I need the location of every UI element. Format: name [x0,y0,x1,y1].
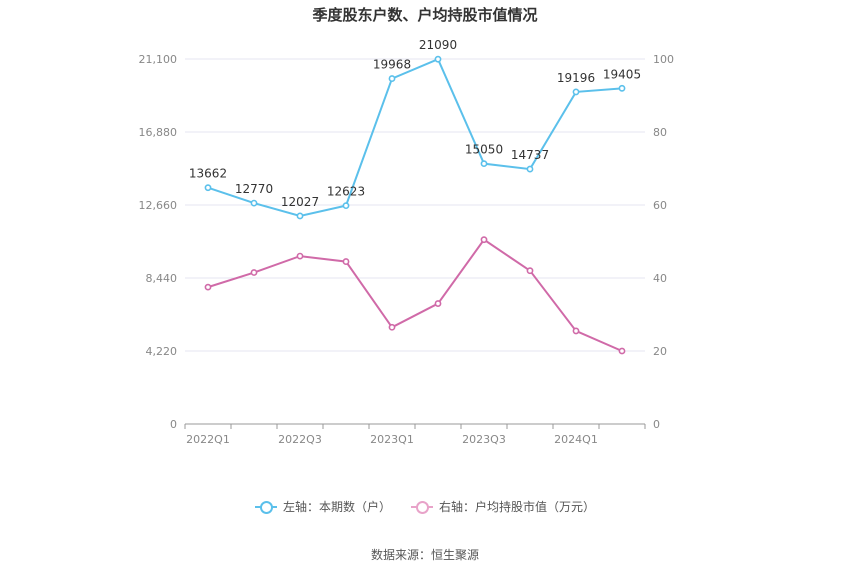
chart-title: 季度股东户数、户均持股市值情况 [312,6,538,24]
series-point-1 [434,300,442,307]
series-point-1 [296,252,304,260]
data-label: 19196 [557,71,595,85]
right-axis-tick-label: 20 [653,345,667,358]
legend-swatch-avg-value [411,500,433,514]
series-line-1 [207,238,623,352]
data-label: 19405 [603,67,641,81]
data-label: 14737 [511,148,549,162]
data-label: 12027 [281,195,319,209]
legend-item-avg-value[interactable]: 右轴：户均持股市值（万元） [411,498,595,515]
right-axis-tick-label: 0 [653,418,660,431]
series-point-0 [434,55,442,63]
series-point-1 [250,269,258,276]
data-label: 13662 [189,167,227,181]
left-axis-tick-label: 21,100 [139,53,178,66]
data-label: 12770 [235,182,273,196]
data-label: 12623 [327,185,365,199]
series-point-1 [572,327,580,335]
left-axis-tick-label: 0 [170,418,177,431]
data-source: 数据来源：恒生聚源 [370,548,479,562]
series-point-0 [618,84,626,92]
series-point-0 [342,202,350,210]
series-point-0 [480,160,488,168]
legend-swatch-households [254,500,277,514]
series-point-1 [618,347,626,355]
right-axis-tick-label: 60 [653,199,667,212]
series-point-0 [526,165,534,173]
series-point-1 [526,267,534,275]
legend-label-households: 左轴：本期数（户） [282,500,391,514]
legend-label-avg-value: 右轴：户均持股市值（万元） [439,500,596,514]
left-axis-tick-label: 16,880 [139,126,178,139]
right-axis-tick-label: 100 [653,53,674,66]
left-axis-tick-label: 8,440 [146,272,178,285]
series-point-0 [250,199,258,207]
x-axis-tick-label: 2023Q3 [462,433,506,446]
legend: 左轴：本期数（户） 右轴：户均持股市值（万元） [0,498,850,515]
data-label: 15050 [465,143,503,157]
series-point-0 [296,212,304,220]
x-axis-tick-label: 2022Q1 [186,433,230,446]
series-point-1 [480,236,488,244]
data-label: 19968 [373,58,411,72]
x-axis-tick-label: 2024Q1 [554,433,598,446]
right-axis-tick-label: 40 [653,272,667,285]
legend-item-households[interactable]: 左轴：本期数（户） [254,498,391,515]
series-point-0 [572,88,580,96]
x-axis-tick-label: 2022Q3 [278,433,322,446]
series-point-0 [388,75,396,82]
right-axis-tick-label: 80 [653,126,667,139]
series-point-1 [388,323,396,331]
series-point-0 [204,184,212,192]
series-line-0 [207,57,623,217]
series-point-1 [342,258,350,265]
data-label: 21090 [419,38,457,52]
x-axis-tick-label: 2023Q1 [370,433,414,446]
left-axis-tick-label: 12,660 [139,199,178,212]
series-point-1 [204,283,212,291]
left-axis-tick-label: 4,220 [146,345,178,358]
